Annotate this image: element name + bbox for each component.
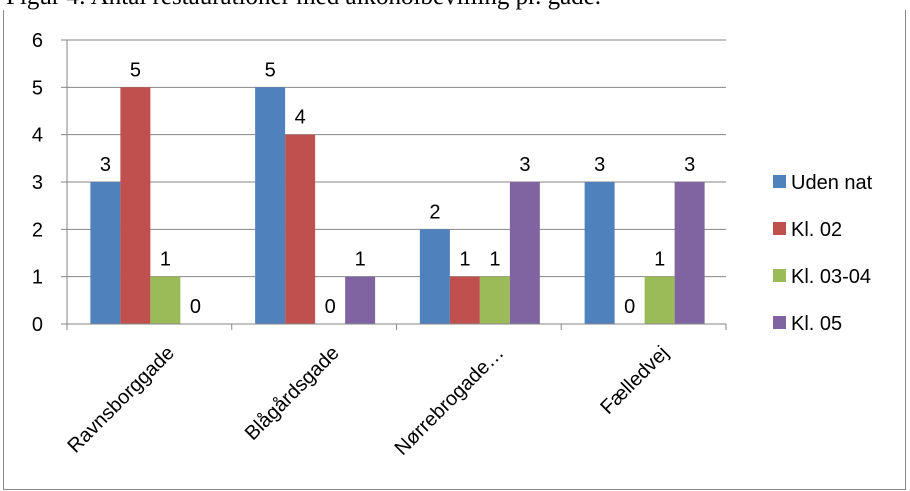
bar [509, 182, 540, 324]
legend-swatch [773, 175, 786, 188]
legend-label: Uden nat [791, 172, 873, 194]
chart-frame [3, 10, 906, 490]
bar [479, 276, 510, 324]
data-label: 1 [459, 249, 470, 271]
category-labels: Ravnsborggade Blågårdsgade Nørrebrogade… Fæ… [63, 342, 673, 460]
bar [584, 182, 615, 324]
legend-swatch [773, 316, 786, 329]
data-label: 4 [295, 107, 306, 129]
bar [285, 134, 316, 324]
data-label: 3 [594, 154, 605, 176]
bar [419, 229, 450, 324]
bar [90, 182, 121, 324]
data-label: 3 [684, 154, 695, 176]
category-label: Ravnsborggade [63, 342, 178, 457]
category-label: Fælledvej [596, 342, 673, 419]
legend-label: Kl. 05 [791, 313, 842, 335]
bar [255, 87, 286, 324]
data-label: 0 [190, 296, 201, 318]
data-label: 0 [624, 296, 635, 318]
category-label: Nørrebrogade… [391, 342, 509, 460]
y-tick-labels: 0 1 2 3 4 5 6 [32, 30, 43, 336]
legend: Uden nat Kl. 02 Kl. 03-04 Kl. 05 [773, 172, 873, 335]
y-tick-label: 2 [32, 219, 43, 241]
data-label: 1 [489, 249, 500, 271]
legend-swatch [773, 222, 786, 235]
y-tick-label: 6 [32, 30, 43, 52]
data-label: 1 [654, 249, 665, 271]
data-label: 1 [355, 249, 366, 271]
data-label: 2 [429, 201, 440, 223]
axes [61, 39, 727, 330]
legend-label: Kl. 02 [791, 219, 842, 241]
bar [120, 87, 151, 324]
data-label: 3 [519, 154, 530, 176]
data-label: 5 [265, 59, 276, 81]
bar [449, 276, 480, 324]
bar [644, 276, 675, 324]
bar [345, 276, 376, 324]
bar [150, 276, 181, 324]
data-label: 3 [100, 154, 111, 176]
legend-label: Kl. 03-04 [791, 266, 871, 288]
data-label: 1 [160, 249, 171, 271]
bar [674, 182, 705, 324]
y-tick-label: 5 [32, 77, 43, 99]
bars [90, 87, 705, 324]
chart-title: Figur 4: Antal restaurationer med alkoho… [6, 0, 601, 11]
data-label: 0 [325, 296, 336, 318]
legend-swatch [773, 269, 786, 282]
y-tick-label: 4 [32, 125, 43, 147]
gridlines [67, 39, 726, 278]
category-label: Blågårdsgade [241, 342, 344, 445]
y-tick-label: 1 [32, 267, 43, 289]
y-tick-label: 3 [32, 172, 43, 194]
y-tick-label: 0 [32, 314, 43, 336]
data-label: 5 [130, 59, 141, 81]
